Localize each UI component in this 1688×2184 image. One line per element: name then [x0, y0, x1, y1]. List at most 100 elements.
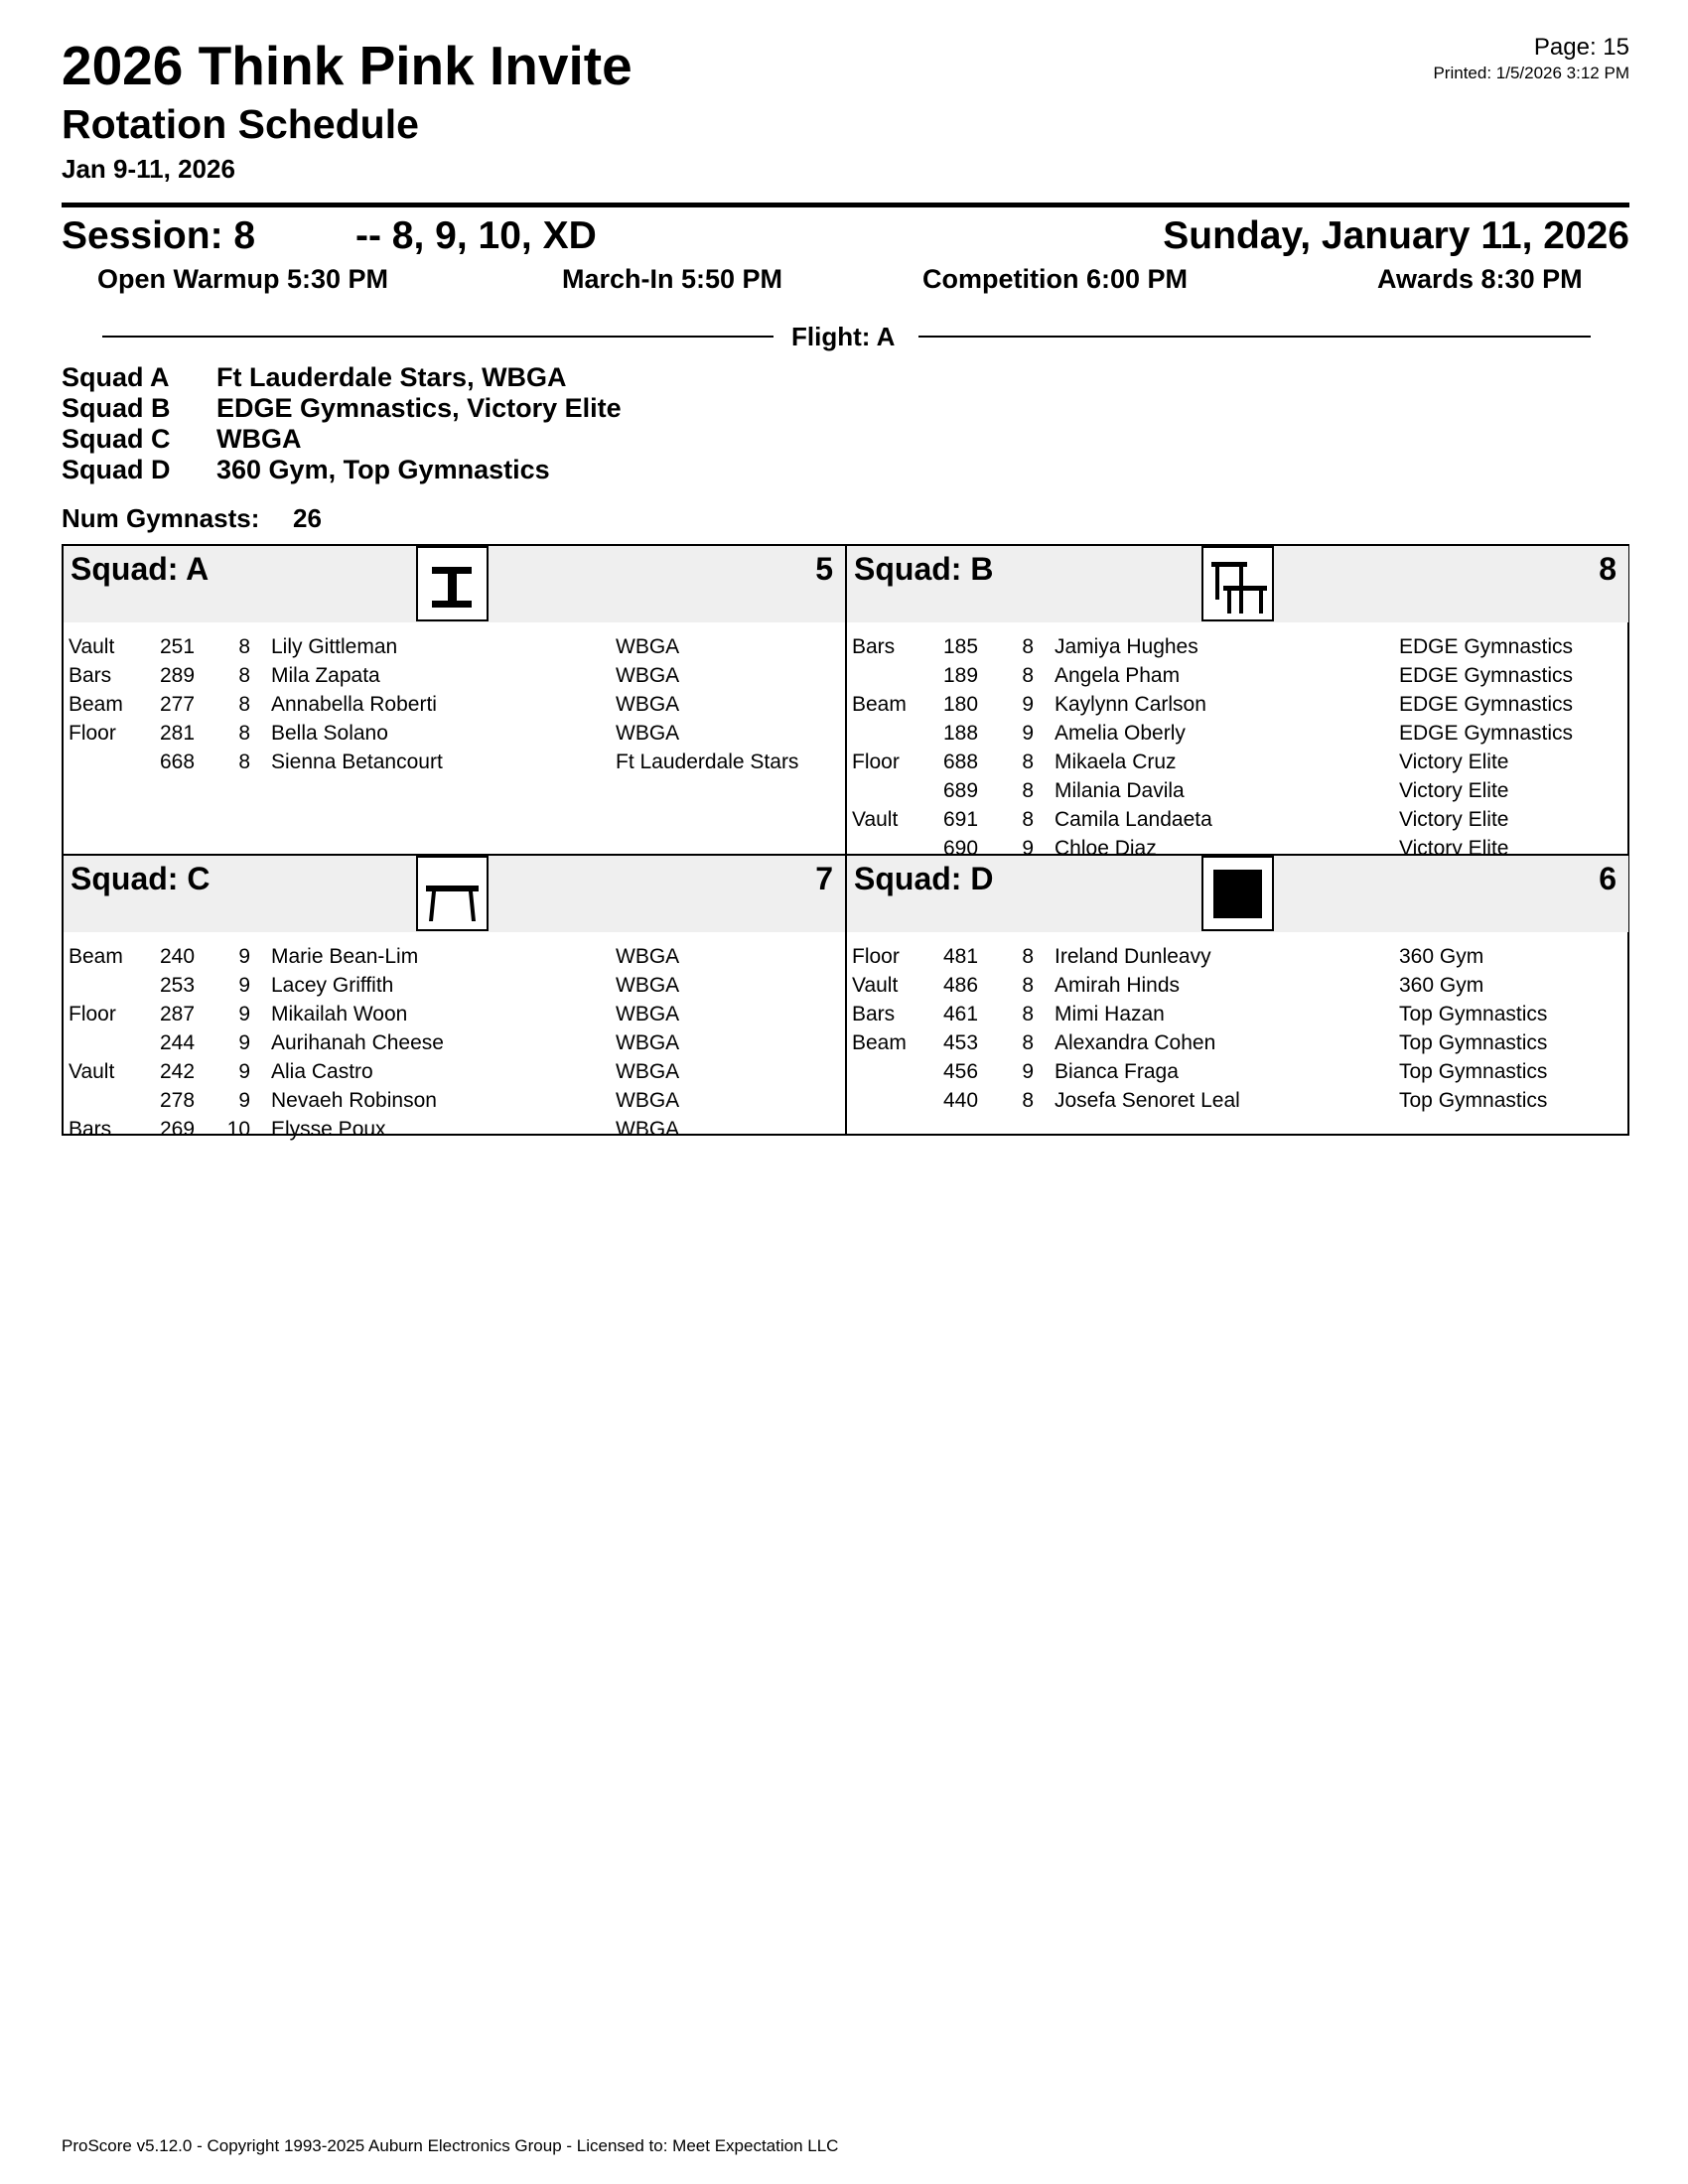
competitor-number: 278: [160, 1089, 196, 1112]
club-name: WBGA: [616, 1118, 680, 1141]
event-cell: Floor: [69, 722, 116, 745]
club-name: WBGA: [616, 722, 680, 745]
gymnast-name: Marie Bean-Lim: [271, 945, 419, 968]
awards-time: Awards 8:30 PM: [1377, 264, 1583, 294]
gymnast-name: Ireland Dunleavy: [1055, 945, 1211, 968]
squad-name: Squad: D: [854, 861, 994, 896]
squad-panel-header: Squad: B 8: [847, 546, 1628, 622]
club-name: EDGE Gymnastics: [1399, 722, 1574, 745]
level-cell: 8: [238, 722, 250, 745]
competitor-number: 287: [160, 1003, 196, 1025]
competitor-number: 281: [160, 722, 196, 745]
event-cell: Bars: [69, 664, 112, 687]
event-cell: Bars: [852, 1003, 896, 1025]
gymnast-row: Bars 269 10 Elysse Poux WBGA: [64, 1118, 845, 1147]
club-name: EDGE Gymnastics: [1399, 664, 1574, 687]
squad-summary-label: Squad C: [62, 424, 171, 454]
squad-summary-label: Squad A: [62, 362, 170, 392]
report-title: Rotation Schedule: [62, 101, 419, 147]
grid-horizontal-divider: [64, 854, 1627, 856]
squad-summary-clubs: WBGA: [216, 424, 302, 454]
competitor-number: 456: [943, 1060, 979, 1083]
gymnast-name: Mikailah Woon: [271, 1003, 408, 1025]
competitor-number: 240: [160, 945, 196, 968]
flight-divider-right: [918, 336, 1591, 338]
club-name: WBGA: [616, 635, 680, 658]
gymnast-name: Aurihanah Cheese: [271, 1031, 444, 1054]
competitor-number: 189: [943, 664, 979, 687]
gymnast-name: Lacey Griffith: [271, 974, 394, 997]
gymnast-row: 440 8 Josefa Senoret Leal Top Gymnastics: [847, 1089, 1628, 1118]
level-cell: 8: [238, 751, 250, 773]
gymnast-row: Bars 289 8 Mila Zapata WBGA: [64, 664, 845, 693]
level-cell: 9: [1022, 722, 1034, 745]
squad-count: 7: [815, 861, 833, 896]
squad-summary-clubs: 360 Gym, Top Gymnastics: [216, 455, 550, 484]
gymnast-name: Milania Davila: [1055, 779, 1185, 802]
club-name: 360 Gym: [1399, 945, 1484, 968]
gymnast-name: Amirah Hinds: [1055, 974, 1181, 997]
gymnast-row: Beam 277 8 Annabella Roberti WBGA: [64, 693, 845, 722]
club-name: Top Gymnastics: [1399, 1060, 1548, 1083]
gymnast-row: Beam 453 8 Alexandra Cohen Top Gymnastic…: [847, 1031, 1628, 1060]
flight-label: Flight: A: [791, 322, 896, 351]
level-cell: 8: [1022, 779, 1034, 802]
gymnast-row: 244 9 Aurihanah Cheese WBGA: [64, 1031, 845, 1060]
footer-copyright: ProScore v5.12.0 - Copyright 1993-2025 A…: [62, 2136, 839, 2155]
squad-summary-clubs: EDGE Gymnastics, Victory Elite: [216, 393, 622, 423]
event-cell: Vault: [852, 974, 899, 997]
gymnast-name: Mila Zapata: [271, 664, 380, 687]
level-cell: 9: [238, 1031, 250, 1054]
event-cell: Bars: [852, 635, 896, 658]
squad-name: Squad: A: [70, 551, 210, 587]
event-cell: Floor: [69, 1003, 116, 1025]
level-cell: 8: [1022, 635, 1034, 658]
level-cell: 8: [1022, 751, 1034, 773]
level-cell: 8: [1022, 945, 1034, 968]
club-name: WBGA: [616, 1031, 680, 1054]
squad-panel-header: Squad: A 5: [64, 546, 845, 622]
gymnast-name: Sienna Betancourt: [271, 751, 443, 773]
gymnast-row: Floor 281 8 Bella Solano WBGA: [64, 722, 845, 751]
gymnast-row: 189 8 Angela Pham EDGE Gymnastics: [847, 664, 1628, 693]
squad-panel-header: Squad: C 7: [64, 856, 845, 932]
event-cell: Beam: [852, 693, 907, 716]
squad-name: Squad: C: [70, 861, 211, 896]
club-name: WBGA: [616, 974, 680, 997]
event-cell: Floor: [852, 945, 900, 968]
competitor-number: 453: [943, 1031, 979, 1054]
open-warmup-time: Open Warmup 5:30 PM: [97, 264, 389, 294]
gymnast-name: Bella Solano: [271, 722, 388, 745]
rotation-grid: Squad: A 5 Vault 251 8 Lily Gittleman WB…: [62, 544, 1629, 1141]
squad-panel-header: Squad: D 6: [847, 856, 1628, 932]
gymnast-row: Floor 481 8 Ireland Dunleavy 360 Gym: [847, 945, 1628, 974]
competitor-number: 486: [943, 974, 979, 997]
club-name: WBGA: [616, 1089, 680, 1112]
gymnast-name: Kaylynn Carlson: [1055, 693, 1206, 716]
level-cell: 8: [1022, 1003, 1034, 1025]
squad-summary-label: Squad B: [62, 393, 171, 423]
level-cell: 10: [226, 1118, 250, 1141]
competitor-number: 253: [160, 974, 196, 997]
squad-panel: Squad: B 8 Bars 185 8 Jamiya Hughes EDGE…: [847, 546, 1628, 860]
session-label: Session: 8: [62, 214, 256, 257]
competitor-number: 244: [160, 1031, 196, 1054]
march-in-time: March-In 5:50 PM: [562, 264, 783, 294]
header-divider: [62, 203, 1629, 207]
gymnast-row: 278 9 Nevaeh Robinson WBGA: [64, 1089, 845, 1118]
level-cell: 9: [238, 1089, 250, 1112]
gymnast-name: Angela Pham: [1055, 664, 1181, 687]
squad-summary-clubs: Ft Lauderdale Stars, WBGA: [216, 362, 567, 392]
squad-count: 8: [1599, 551, 1617, 587]
club-name: 360 Gym: [1399, 974, 1484, 997]
level-cell: 9: [238, 945, 250, 968]
event-cell: Vault: [852, 808, 899, 831]
gymnast-name: Bianca Fraga: [1055, 1060, 1179, 1083]
gymnast-row: Bars 461 8 Mimi Hazan Top Gymnastics: [847, 1003, 1628, 1031]
gymnast-name: Jamiya Hughes: [1055, 635, 1198, 658]
event-cell: Vault: [69, 635, 115, 658]
page-number: Page: 15: [1533, 34, 1629, 61]
club-name: EDGE Gymnastics: [1399, 693, 1574, 716]
balance-beam-icon: [416, 856, 489, 931]
gymnast-row: Bars 185 8 Jamiya Hughes EDGE Gymnastics: [847, 635, 1628, 664]
